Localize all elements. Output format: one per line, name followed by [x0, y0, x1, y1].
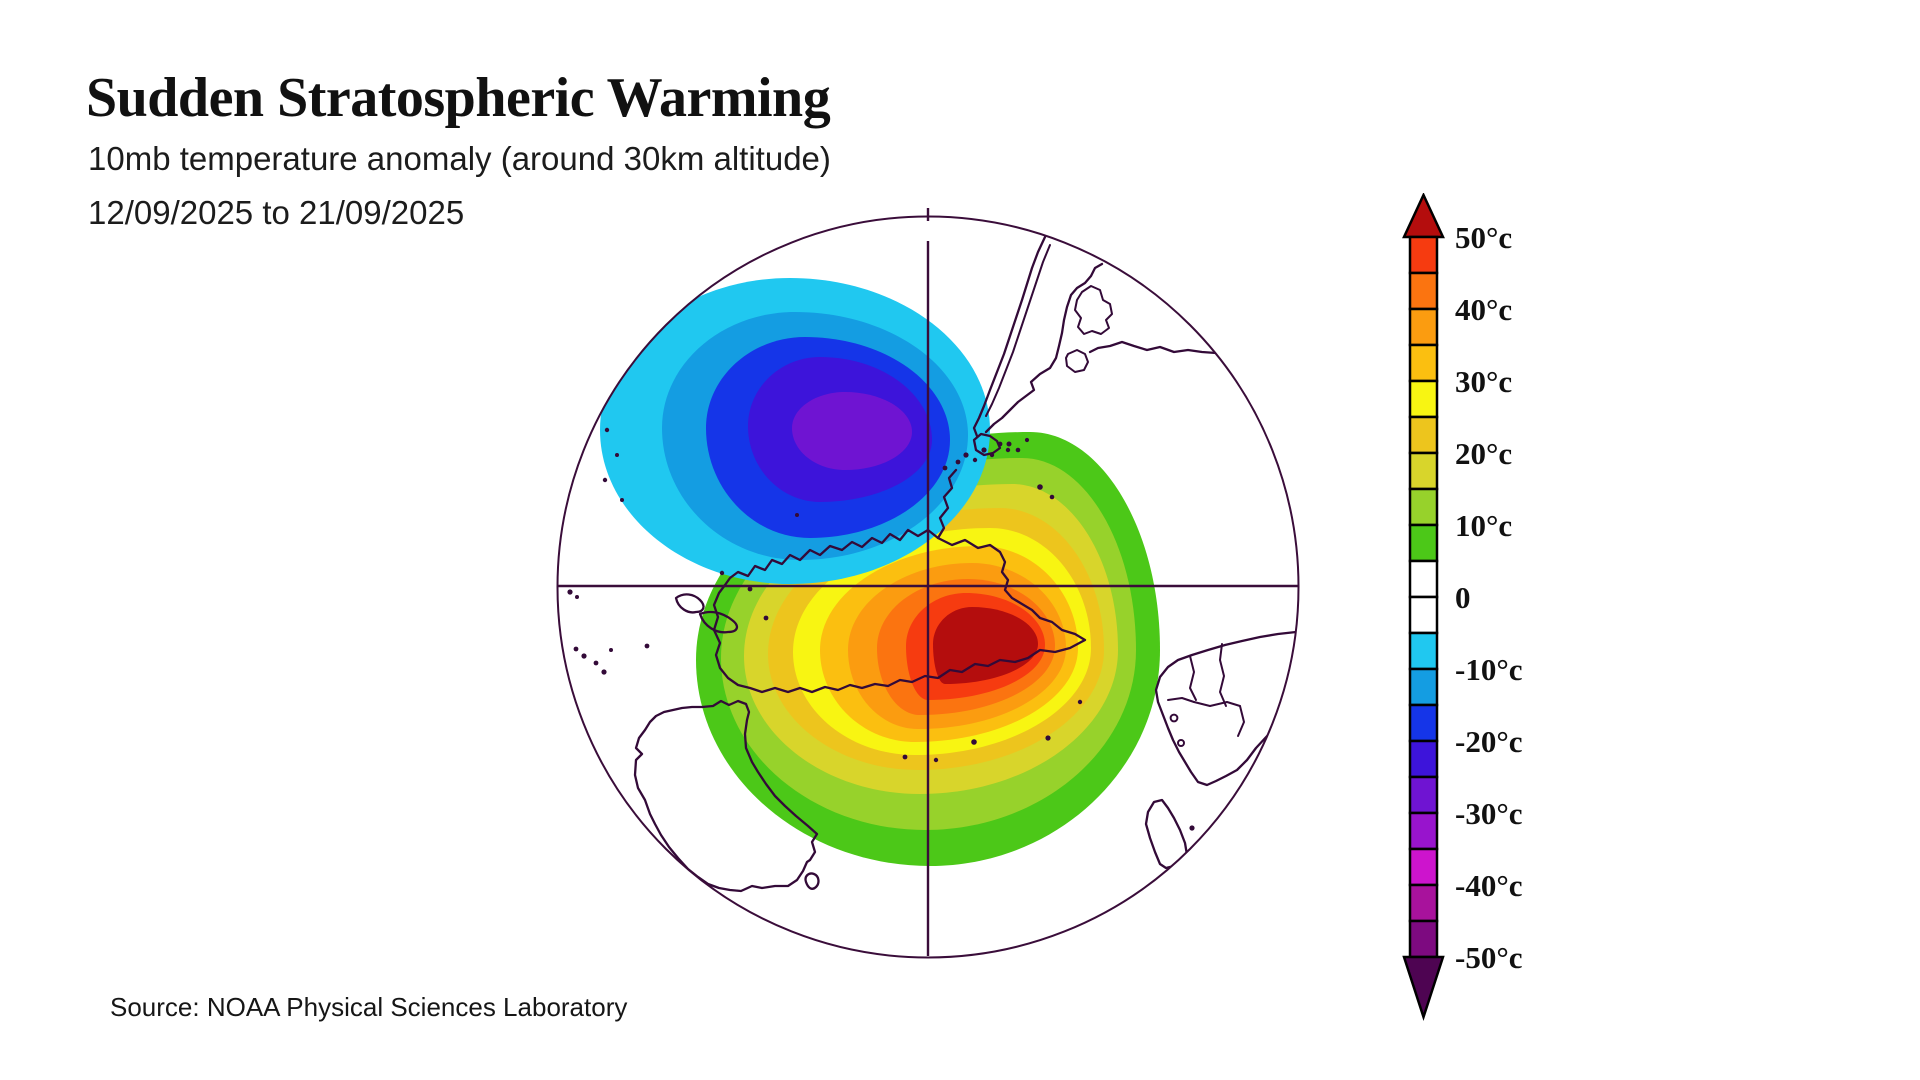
new-zealand-north-island: [674, 593, 705, 614]
colorbar-segment--40to-35: [1408, 847, 1439, 887]
cold-anomaly-contour--25c: [792, 392, 912, 470]
new-zealand-south-island: [698, 610, 739, 634]
polar-map-svg: [556, 208, 1300, 959]
colorbar-segment-40to45: [1408, 271, 1439, 311]
africa-lake-2: [1177, 739, 1185, 747]
colorbar-segment-5to10: [1408, 523, 1439, 563]
colorbar-segment--50to-45: [1408, 919, 1439, 959]
temperature-colorbar: 50°c 40°c 30°c 20°c 10°c 0 -10°c -20°c -30°c -40°…: [1398, 192, 1618, 1033]
colorbar-segment--20to-15: [1408, 703, 1439, 743]
uruguay-outline: [1074, 285, 1113, 335]
page-title: Sudden Stratospheric Warming: [86, 67, 831, 129]
la-plata-outline: [1065, 349, 1089, 373]
africa-lake-1: [1169, 713, 1179, 723]
colorbar-tick-10c: 10°c: [1455, 508, 1512, 543]
colorbar-segment-30to35: [1408, 343, 1439, 383]
colorbar-segment-15to20: [1408, 451, 1439, 491]
colorbar-tick--10c: -10°c: [1455, 652, 1522, 687]
peninsula-islands: [942, 441, 1055, 500]
colorbar-tick--40c: -40°c: [1455, 868, 1522, 903]
warm-anomaly-contour-50c: [933, 607, 1038, 684]
polar-map: [545, 205, 1311, 971]
source-attribution: Source: NOAA Physical Sciences Laborator…: [110, 992, 628, 1022]
date-range: 12/09/2025 to 21/09/2025: [88, 194, 465, 231]
falkland-islands: [1006, 437, 1030, 453]
colorbar-segment-45to50: [1408, 235, 1439, 275]
africa-border-3: [1193, 701, 1241, 707]
australia-coastline: [633, 699, 819, 893]
colorbar-tick--30c: -30°c: [1455, 796, 1522, 831]
africa-border-4: [1167, 697, 1195, 703]
colorbar-segment--10to-5: [1408, 631, 1439, 671]
colorbar-segment--25to-20: [1408, 739, 1439, 779]
africa-border-5: [1237, 705, 1245, 737]
colorbar-tick-20c: 20°c: [1455, 436, 1512, 471]
brazil-coastline: [1088, 340, 1218, 355]
colorbar-segment-10to15: [1408, 487, 1439, 527]
colorbar-segment-25to30: [1408, 379, 1439, 419]
colorbar-segment-20to25: [1408, 415, 1439, 455]
colorbar-tick-0: 0: [1455, 580, 1471, 615]
colorbar-tick-30c: 30°c: [1455, 364, 1512, 399]
antarctic-peninsula-coastline: [936, 468, 958, 540]
page-subtitle: 10mb temperature anomaly (around 30km al…: [88, 140, 831, 177]
colorbar-segment-0to5: [1408, 559, 1439, 599]
colorbar-segment--45to-40: [1408, 883, 1439, 923]
andes-border: [985, 244, 1051, 417]
colorbar-arrow-above-max: [1402, 192, 1445, 239]
colorbar-tick--20c: -20°c: [1455, 724, 1522, 759]
anomaly-contours: [600, 278, 1160, 866]
graticule: [556, 208, 1300, 959]
antarctica-coastline: [712, 528, 1087, 694]
tasmania-outline: [804, 872, 820, 890]
colorbar-tick--50c: -50°c: [1455, 940, 1522, 975]
coastlines: [567, 235, 1298, 893]
colorbar-segment-35to40: [1408, 307, 1439, 347]
tierra-del-fuego: [972, 432, 1002, 457]
colorbar-tick-50c: 50°c: [1455, 220, 1512, 255]
africa-coastline: [1154, 630, 1298, 787]
africa-border-2: [1189, 655, 1197, 701]
colorbar-tick-40c: 40°c: [1455, 292, 1512, 327]
south-america-east-coast: [984, 262, 1104, 434]
colorbar-segment--35to-30: [1408, 811, 1439, 851]
colorbar-arrow-below-min: [1402, 955, 1445, 1022]
colorbar-segment--5to0: [1408, 595, 1439, 635]
south-america-west-coast: [972, 235, 1047, 438]
colorbar-segment--30to-25: [1408, 775, 1439, 815]
colorbar-segment--15to-10: [1408, 667, 1439, 707]
africa-border-1: [1219, 643, 1227, 707]
small-islands: [567, 243, 1195, 831]
